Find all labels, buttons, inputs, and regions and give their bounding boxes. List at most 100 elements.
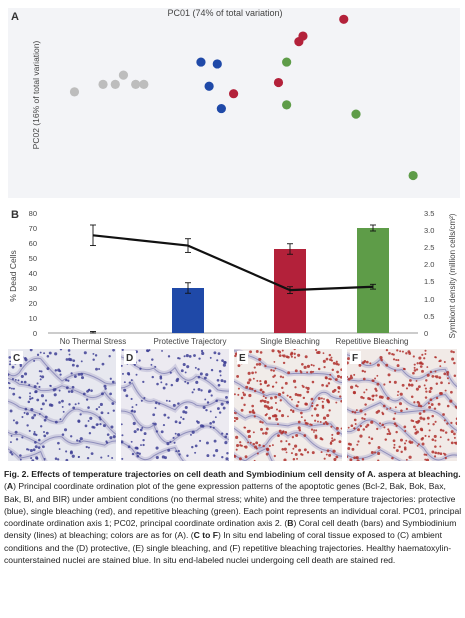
panel-a-xlabel: PC01 (74% of total variation) xyxy=(167,8,282,18)
nucleus xyxy=(385,349,389,352)
nucleus xyxy=(264,364,267,368)
nucleus xyxy=(330,425,333,428)
nucleus xyxy=(33,432,36,436)
nucleus xyxy=(322,359,326,363)
nucleus xyxy=(270,406,274,410)
nucleus xyxy=(39,351,42,354)
nucleus xyxy=(336,370,339,374)
nucleus xyxy=(440,381,443,385)
nucleus xyxy=(8,373,10,376)
micrograph-panels: C D E F xyxy=(8,349,457,461)
nucleus xyxy=(127,373,131,376)
nucleus xyxy=(282,391,285,394)
nucleus xyxy=(242,391,245,394)
nucleus xyxy=(177,356,180,360)
nucleus xyxy=(358,363,362,367)
nucleus xyxy=(264,380,267,383)
nucleus xyxy=(439,365,442,368)
nucleus xyxy=(71,454,75,458)
nucleus xyxy=(138,452,141,455)
nucleus xyxy=(313,429,316,432)
nucleus xyxy=(444,456,447,460)
nucleus xyxy=(212,426,215,429)
nucleus xyxy=(422,410,426,413)
nucleus xyxy=(277,423,279,425)
nucleus xyxy=(70,389,74,394)
nucleus xyxy=(61,433,65,436)
nucleus xyxy=(376,374,379,377)
scatter-point-repetitive-bleaching xyxy=(408,170,418,181)
nucleus xyxy=(301,362,304,366)
nucleus xyxy=(167,416,170,419)
nucleus xyxy=(300,453,303,456)
tissue-edge xyxy=(8,431,116,446)
nucleus xyxy=(107,455,110,457)
nucleus xyxy=(103,384,107,388)
nucleus xyxy=(224,435,228,439)
nucleus xyxy=(210,394,213,397)
nucleus xyxy=(379,356,383,360)
nucleus xyxy=(26,424,29,427)
nucleus xyxy=(400,409,403,412)
tissue-edge xyxy=(234,409,342,435)
nucleus xyxy=(416,430,419,434)
nucleus xyxy=(386,432,389,436)
nucleus xyxy=(121,434,124,437)
nucleus xyxy=(121,423,123,426)
nucleus xyxy=(298,448,302,452)
nucleus xyxy=(173,441,176,444)
nucleus xyxy=(433,434,437,438)
nucleus xyxy=(315,349,318,352)
nucleus xyxy=(259,388,263,392)
nucleus xyxy=(151,358,154,361)
nucleus xyxy=(423,453,426,456)
nucleus xyxy=(249,350,252,354)
nucleus xyxy=(212,454,216,457)
nucleus xyxy=(399,438,403,442)
nucleus xyxy=(413,425,416,429)
nucleus xyxy=(33,385,37,389)
nucleus xyxy=(135,403,138,406)
nucleus xyxy=(449,399,453,403)
nucleus xyxy=(328,453,332,457)
nucleus xyxy=(237,364,241,368)
scatter-point-no-stress xyxy=(118,70,129,80)
nucleus xyxy=(29,395,31,398)
nucleus xyxy=(315,429,318,432)
nucleus xyxy=(405,439,408,442)
nucleus xyxy=(236,374,240,378)
nucleus xyxy=(255,363,259,366)
nucleus xyxy=(20,374,24,378)
nucleus xyxy=(355,456,358,459)
nucleus xyxy=(100,392,104,396)
nucleus xyxy=(65,386,69,390)
nucleus xyxy=(377,446,381,449)
nucleus xyxy=(415,380,418,382)
nucleus xyxy=(387,428,390,431)
nucleus xyxy=(392,358,396,361)
nucleus xyxy=(70,450,73,454)
nucleus xyxy=(303,365,307,369)
scatter-point-repetitive-bleaching xyxy=(282,100,292,110)
nucleus xyxy=(86,456,90,460)
nucleus xyxy=(294,369,298,373)
scatter-points xyxy=(69,14,418,181)
nucleus xyxy=(399,392,403,396)
nucleus xyxy=(446,371,450,374)
nucleus xyxy=(253,389,257,393)
nucleus xyxy=(65,358,69,361)
nucleus xyxy=(204,398,207,401)
nucleus xyxy=(328,353,332,357)
nucleus xyxy=(71,363,75,367)
nucleus xyxy=(130,397,133,401)
nucleus xyxy=(258,357,262,362)
nucleus xyxy=(234,416,236,419)
nucleus xyxy=(394,369,397,372)
nucleus xyxy=(61,399,64,403)
nucleus xyxy=(239,444,242,447)
nucleus xyxy=(453,436,456,439)
nucleus xyxy=(311,380,315,384)
nucleus xyxy=(99,402,103,407)
nucleus xyxy=(145,349,149,352)
nucleus xyxy=(142,443,145,447)
